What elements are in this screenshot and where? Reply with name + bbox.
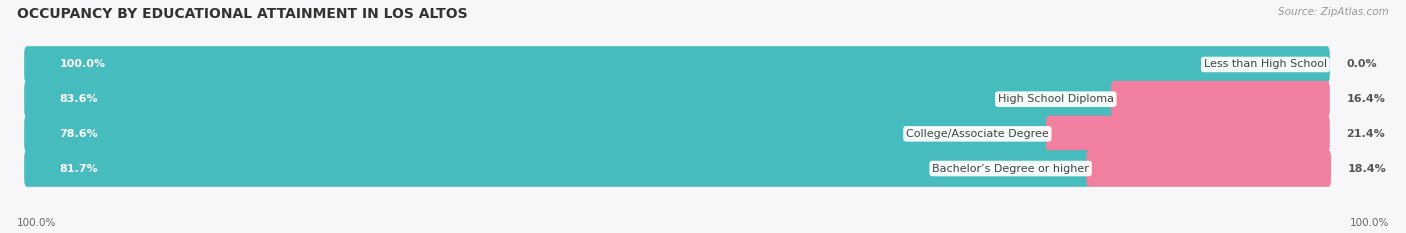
Text: College/Associate Degree: College/Associate Degree (905, 129, 1049, 139)
FancyBboxPatch shape (1087, 150, 1331, 187)
Text: 16.4%: 16.4% (1347, 94, 1385, 104)
FancyBboxPatch shape (24, 116, 1330, 152)
Text: 100.0%: 100.0% (17, 218, 56, 228)
Text: 18.4%: 18.4% (1348, 164, 1386, 174)
FancyBboxPatch shape (24, 150, 1330, 187)
Text: 21.4%: 21.4% (1347, 129, 1385, 139)
FancyBboxPatch shape (24, 46, 1330, 83)
FancyBboxPatch shape (24, 116, 1052, 152)
Text: High School Diploma: High School Diploma (998, 94, 1114, 104)
Text: 100.0%: 100.0% (59, 59, 105, 69)
FancyBboxPatch shape (24, 46, 1330, 83)
Text: Bachelor’s Degree or higher: Bachelor’s Degree or higher (932, 164, 1090, 174)
Text: 81.7%: 81.7% (59, 164, 98, 174)
Text: OCCUPANCY BY EDUCATIONAL ATTAINMENT IN LOS ALTOS: OCCUPANCY BY EDUCATIONAL ATTAINMENT IN L… (17, 7, 468, 21)
Text: 100.0%: 100.0% (1350, 218, 1389, 228)
FancyBboxPatch shape (1111, 81, 1330, 117)
Text: 83.6%: 83.6% (59, 94, 98, 104)
Text: 0.0%: 0.0% (1347, 59, 1376, 69)
Text: Less than High School: Less than High School (1204, 59, 1327, 69)
FancyBboxPatch shape (24, 81, 1330, 117)
FancyBboxPatch shape (24, 81, 1116, 117)
Text: 78.6%: 78.6% (59, 129, 98, 139)
Text: Source: ZipAtlas.com: Source: ZipAtlas.com (1278, 7, 1389, 17)
FancyBboxPatch shape (1046, 116, 1330, 152)
FancyBboxPatch shape (24, 150, 1092, 187)
